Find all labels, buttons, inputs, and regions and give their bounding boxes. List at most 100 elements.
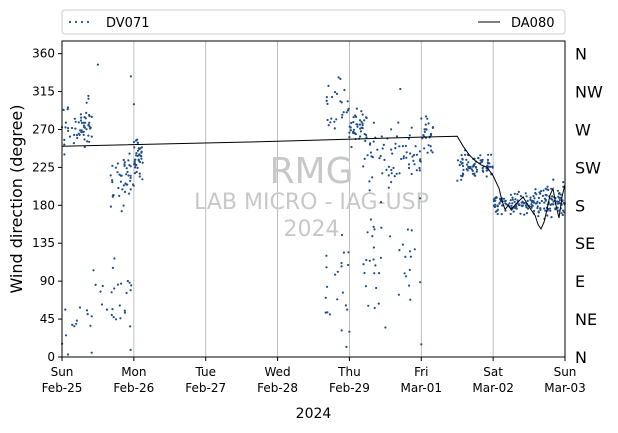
- dv071-point: [134, 139, 138, 142]
- dv071-point: [122, 158, 125, 162]
- dv071-point: [333, 127, 336, 130]
- dv071-point: [64, 121, 67, 124]
- dv071-point: [379, 154, 382, 158]
- x-tick-day: Sat: [483, 365, 503, 379]
- dv071-point: [405, 275, 408, 278]
- dv071-point: [134, 158, 137, 161]
- dv071-point: [541, 194, 545, 197]
- dv071-point: [472, 164, 475, 167]
- dv071-point: [360, 126, 363, 129]
- legend-label-dv071: DV071: [106, 16, 150, 31]
- dv071-point: [534, 202, 537, 205]
- dv071-point: [127, 159, 130, 162]
- x-tick-date: Feb-29: [329, 381, 370, 395]
- dv071-point: [334, 273, 337, 276]
- dv071-point: [368, 180, 371, 183]
- dv071-point: [348, 131, 351, 134]
- dv071-point: [423, 130, 426, 133]
- dv071-point: [398, 172, 401, 175]
- dv071-point: [461, 164, 465, 168]
- dv071-point: [381, 172, 384, 175]
- dv071-point: [78, 306, 82, 309]
- dv071-point: [324, 311, 327, 314]
- dv071-point: [129, 75, 132, 78]
- dv071-point: [344, 304, 347, 307]
- dv071-point: [79, 113, 82, 116]
- dv071-point: [379, 256, 382, 259]
- dv071-point: [407, 166, 411, 170]
- dv071-point: [135, 154, 138, 157]
- dv071-point: [126, 279, 129, 283]
- dv071-point: [419, 281, 422, 284]
- dv071-point: [543, 207, 546, 210]
- dv071-point: [120, 210, 123, 213]
- dv071-point: [542, 189, 545, 192]
- dv071-point: [401, 145, 404, 148]
- dv071-point: [516, 193, 519, 196]
- dv071-point: [119, 180, 122, 183]
- dv071-point: [424, 128, 427, 131]
- dv071-point: [73, 133, 76, 136]
- dv071-point: [426, 117, 429, 120]
- dv071-point: [361, 113, 364, 116]
- dv071-point: [121, 188, 124, 191]
- dv071-point: [372, 258, 375, 261]
- dv071-point: [530, 206, 533, 209]
- legend-dv071-marker: [80, 20, 84, 24]
- dv071-point: [112, 316, 115, 319]
- y-tick-label: 315: [32, 85, 55, 99]
- dv071-point: [511, 202, 514, 205]
- dv071-point: [395, 135, 399, 138]
- dv071-point: [88, 140, 91, 143]
- dv071-point: [133, 166, 137, 169]
- dv071-point: [423, 147, 426, 150]
- dv071-point: [74, 127, 77, 130]
- dv071-point: [339, 77, 342, 80]
- dv071-point: [475, 170, 478, 173]
- x-tick-date: Feb-26: [113, 381, 154, 395]
- dv071-point: [397, 121, 400, 124]
- dv071-point: [129, 348, 132, 351]
- compass-label: SE: [575, 234, 595, 253]
- dv071-point: [387, 174, 390, 177]
- dv071-point: [138, 175, 141, 178]
- dv071-point: [461, 162, 464, 165]
- dv071-point: [111, 308, 114, 311]
- dv071-point: [372, 246, 375, 249]
- dv071-point: [562, 181, 565, 184]
- dv071-point: [456, 179, 459, 182]
- watermark: RMG LAB MICRO - IAG-USP 2024: [194, 151, 429, 242]
- dv071-point: [88, 113, 91, 117]
- dv071-point: [137, 154, 141, 157]
- dv071-point: [352, 116, 355, 119]
- dv071-point: [418, 166, 421, 170]
- dv071-point: [379, 201, 383, 204]
- y-tick-label: 45: [40, 312, 55, 326]
- dv071-point: [387, 165, 390, 168]
- dv071-point: [140, 151, 143, 154]
- dv071-point: [491, 165, 494, 168]
- dv071-point: [326, 118, 329, 122]
- dv071-point: [550, 216, 553, 219]
- dv071-point: [562, 209, 565, 212]
- y-tick-label: 270: [32, 122, 55, 136]
- x-tick-date: Mar-02: [472, 381, 513, 395]
- compass-label: NE: [575, 310, 597, 329]
- dv071-point: [83, 138, 86, 141]
- dv071-point: [372, 225, 375, 228]
- dv071-point: [141, 178, 144, 181]
- dv071-point: [75, 319, 78, 322]
- dv071-point: [410, 172, 413, 176]
- dv071-point: [125, 291, 128, 295]
- dv071-point: [87, 94, 90, 97]
- dv071-point: [469, 165, 472, 169]
- dv071-point: [550, 203, 553, 206]
- dv071-point: [132, 140, 136, 144]
- dv071-point: [73, 117, 76, 120]
- dv071-point: [405, 151, 408, 154]
- dv071-point: [362, 165, 365, 168]
- dv071-point: [539, 207, 542, 210]
- dv071-point: [346, 100, 349, 103]
- compass-axis: N NE E SE S SW W NW N: [575, 45, 603, 367]
- dv071-point: [463, 153, 467, 156]
